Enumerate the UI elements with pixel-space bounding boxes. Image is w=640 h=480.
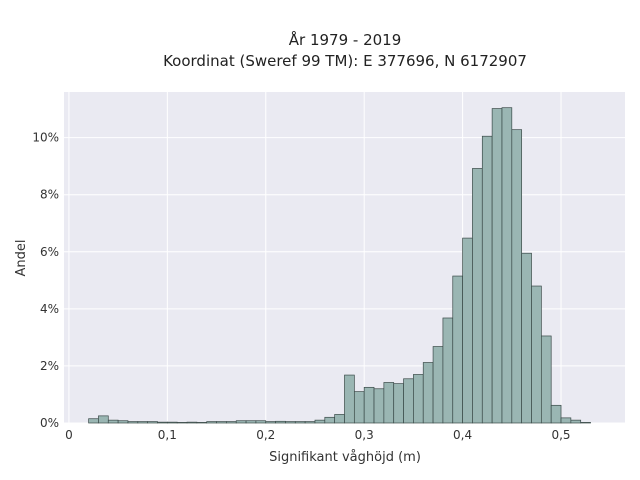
histogram-bar <box>245 420 257 424</box>
histogram-bar <box>521 252 532 424</box>
histogram-bar <box>88 418 99 424</box>
histogram-bar <box>560 417 572 424</box>
y-axis-ticks: 0% 2% 4% 6% 8% 10% <box>32 131 59 430</box>
histogram-bar <box>383 382 395 424</box>
histogram-bar <box>206 421 217 424</box>
histogram-bar <box>255 420 267 424</box>
chart-subtitle: Koordinat (Sweref 99 TM): E 377696, N 61… <box>163 52 527 70</box>
histogram-bar <box>98 415 109 424</box>
histogram-bar <box>511 129 523 424</box>
histogram-bar <box>344 374 355 424</box>
histogram-bar <box>176 422 188 424</box>
bars <box>88 107 591 424</box>
x-tick-label: 0,4 <box>453 428 472 442</box>
histogram-bar <box>531 285 542 424</box>
x-tick-label: 0,1 <box>158 428 177 442</box>
histogram-bar <box>393 383 404 424</box>
histogram-bar <box>216 421 227 424</box>
y-axis-label: Andel <box>14 240 29 277</box>
histogram-bar <box>137 421 149 424</box>
histogram-bar <box>442 317 454 424</box>
histogram-bar <box>147 421 158 424</box>
histogram-bar <box>373 388 385 424</box>
x-tick-label: 0,3 <box>355 428 374 442</box>
chart-title: År 1979 - 2019 <box>289 30 402 49</box>
x-tick-label: 0,2 <box>256 428 275 442</box>
x-axis-label: Signifikant våghöjd (m) <box>269 450 421 465</box>
histogram-bar <box>166 421 178 424</box>
y-tick-label: 4% <box>40 302 59 316</box>
histogram-bar <box>432 346 444 424</box>
y-tick-label: 0% <box>40 416 59 430</box>
histogram-bar <box>413 374 424 424</box>
histogram-bar <box>422 362 434 424</box>
histogram-bar <box>324 416 336 424</box>
histogram-bar <box>107 419 119 424</box>
histogram-bar <box>196 422 208 424</box>
histogram-bar <box>540 335 552 424</box>
histogram-bar <box>127 421 139 424</box>
histogram-bar <box>462 237 473 424</box>
histogram-bar <box>403 378 414 424</box>
histogram-bar <box>186 421 198 424</box>
y-tick-label: 2% <box>40 359 59 373</box>
histogram-bar <box>363 386 375 424</box>
histogram-bar <box>117 420 129 424</box>
histogram-bar <box>580 422 591 424</box>
histogram-bar <box>304 421 316 424</box>
y-tick-label: 8% <box>40 188 59 202</box>
histogram-bar <box>481 135 493 424</box>
histogram-bar <box>235 420 247 424</box>
y-tick-label: 10% <box>32 131 59 145</box>
histogram-bar <box>226 421 237 424</box>
histogram-bar <box>550 404 562 424</box>
histogram-bar <box>314 419 326 424</box>
x-tick-label: 0,5 <box>551 428 570 442</box>
histogram-bar <box>501 107 513 424</box>
y-tick-label: 6% <box>40 245 59 259</box>
histogram-bar <box>353 391 365 424</box>
histogram-bar <box>285 421 296 424</box>
histogram-bar <box>275 420 286 424</box>
x-tick-label: 0 <box>65 428 73 442</box>
histogram-bar <box>157 421 168 424</box>
histogram-bar <box>265 421 276 424</box>
histogram-bar <box>294 421 306 424</box>
x-axis-ticks: 0 0,1 0,2 0,3 0,4 0,5 <box>65 428 570 442</box>
histogram-bar <box>334 414 345 424</box>
histogram-bar <box>472 168 483 424</box>
histogram-bar <box>491 108 503 424</box>
histogram-bar <box>452 275 463 424</box>
histogram-bar <box>570 419 582 424</box>
